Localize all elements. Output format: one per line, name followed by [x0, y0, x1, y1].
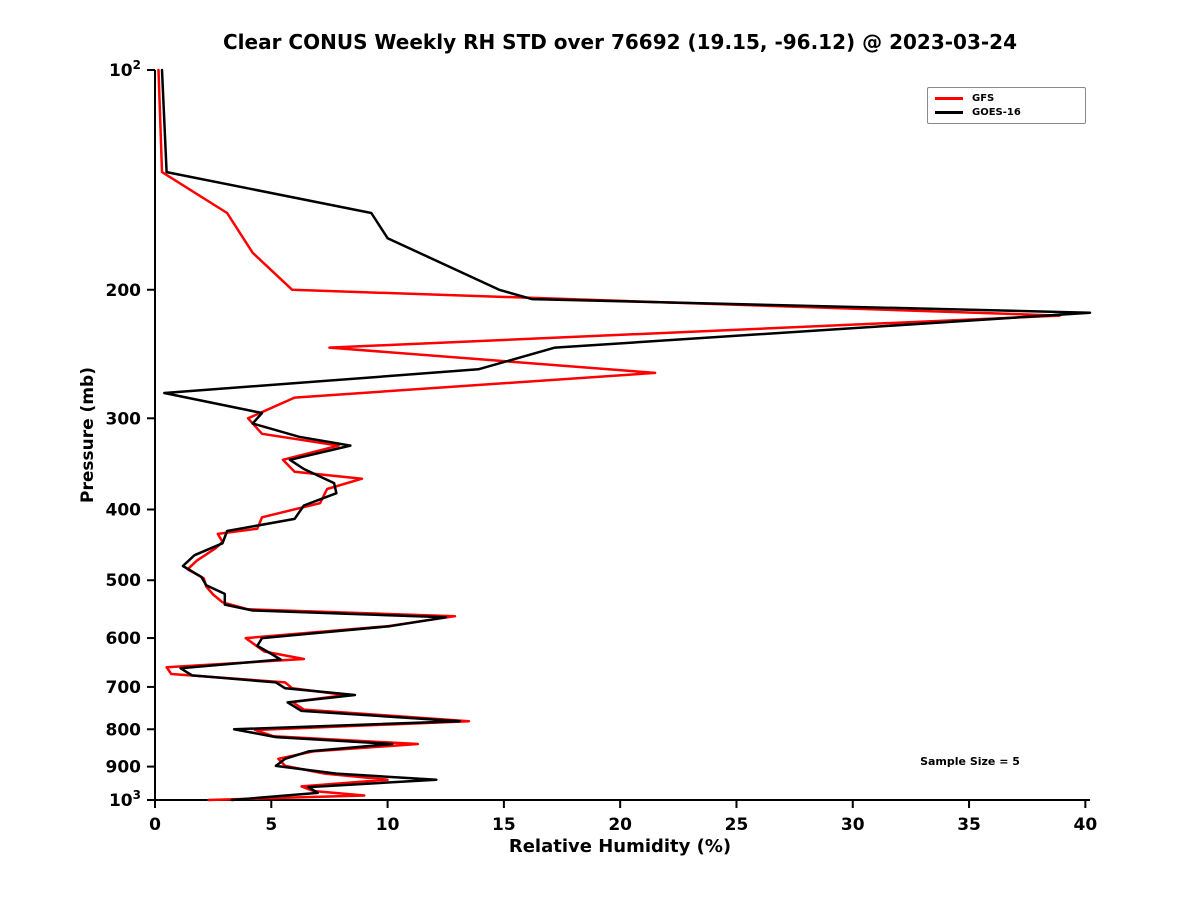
- y-tick-label: 500: [106, 571, 142, 591]
- legend-label-gfs: GFS: [972, 92, 995, 104]
- series-goes-16-line: [160, 68, 1092, 802]
- x-tick-label: 30: [841, 815, 865, 835]
- y-tick-label: 103: [109, 788, 141, 811]
- x-tick-label: 35: [957, 815, 981, 835]
- x-tick-label: 5: [265, 815, 277, 835]
- x-tick-label: 10: [376, 815, 400, 835]
- y-tick-label: 400: [106, 501, 142, 521]
- x-tick-label: 15: [492, 815, 516, 835]
- x-tick-label: 25: [725, 815, 749, 835]
- x-tick-label: 40: [1074, 815, 1098, 835]
- x-axis-label: Relative Humidity (%): [508, 836, 732, 857]
- y-tick-label: 600: [106, 629, 142, 649]
- sample-size-note: Sample Size = 5: [920, 755, 1020, 768]
- legend: GFS GOES-16: [927, 87, 1086, 124]
- x-tick-label: 20: [608, 815, 632, 835]
- legend-line-swatch-goes16: [935, 111, 963, 114]
- x-tick-label: 0: [149, 815, 161, 835]
- legend-line-swatch-gfs: [935, 97, 963, 100]
- y-tick-label: 102: [109, 58, 141, 81]
- legend-entry-goes16: GOES-16: [935, 107, 1078, 118]
- y-tick-label: 800: [106, 720, 142, 740]
- chart-title: Clear CONUS Weekly RH STD over 76692 (19…: [222, 30, 1018, 54]
- y-tick-label: 900: [106, 758, 142, 778]
- y-tick-label: 300: [106, 409, 142, 429]
- series-gfs-line: [157, 68, 1062, 802]
- legend-entry-gfs: GFS: [935, 93, 1078, 104]
- y-tick-label: 200: [106, 281, 142, 301]
- y-tick-label: 700: [106, 678, 142, 698]
- legend-label-goes16: GOES-16: [972, 106, 1021, 118]
